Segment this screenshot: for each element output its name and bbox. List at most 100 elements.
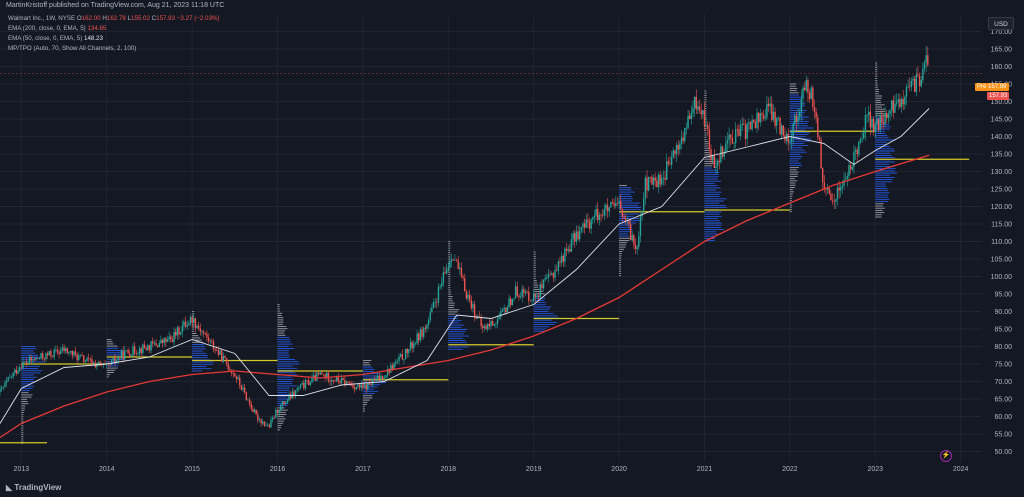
publisher-bar: MartinKristoff published on TradingView.… xyxy=(0,0,1024,12)
candle-body xyxy=(684,128,686,141)
candle-body xyxy=(99,361,101,364)
candle-body xyxy=(877,118,880,131)
symbol-name: Walmart Inc., 1W, NYSE xyxy=(8,15,76,22)
candle-body xyxy=(331,380,333,382)
candle-body xyxy=(721,146,724,157)
candle-body xyxy=(193,318,195,323)
candle-body xyxy=(243,387,246,393)
time-tick-label: 2016 xyxy=(270,466,286,473)
ema50-path xyxy=(0,108,930,424)
candle-body xyxy=(889,110,891,114)
candle-body xyxy=(199,328,202,332)
candle-body xyxy=(266,424,269,426)
candle-body xyxy=(669,163,671,165)
time-tick-label: 2015 xyxy=(184,466,200,473)
candle-body xyxy=(835,199,837,202)
candle-body xyxy=(707,125,709,130)
candle-body xyxy=(197,325,200,329)
currency-button[interactable]: USD xyxy=(988,17,1014,30)
tradingview-logo[interactable]: ◣ TradingView xyxy=(6,483,61,492)
candle-body xyxy=(339,381,341,384)
candle-body xyxy=(560,255,563,263)
candle-body xyxy=(769,103,771,107)
candle-body xyxy=(329,381,331,382)
candle-body xyxy=(175,332,177,336)
candle-body xyxy=(910,80,913,88)
candle-body xyxy=(702,110,704,115)
candle-body xyxy=(744,124,747,139)
candle-body xyxy=(178,327,180,335)
candle-body xyxy=(762,114,765,119)
candle-body xyxy=(592,217,594,220)
price-tick-label: 70.00 xyxy=(994,379,1012,386)
candle-body xyxy=(551,273,553,275)
candle-body xyxy=(373,378,376,381)
candle-body xyxy=(245,392,248,401)
legend-symbol-row[interactable]: Walmart Inc., 1W, NYSE O162.00 H162.78 L… xyxy=(8,14,219,24)
candle-body xyxy=(716,160,719,167)
candle-body xyxy=(138,348,141,354)
candle-body xyxy=(810,87,812,99)
ohlc-low-label: L xyxy=(127,15,131,22)
legend-tpo-row[interactable]: MP/TPO (Auto, 70, Show All Channels, 2, … xyxy=(8,44,219,54)
candle-body xyxy=(882,122,885,124)
candle-body xyxy=(753,119,755,122)
lightning-icon[interactable]: ⚡ xyxy=(940,450,952,462)
candle-body xyxy=(547,274,550,278)
candle-body xyxy=(519,296,522,298)
time-tick-label: 2018 xyxy=(441,466,457,473)
price-tick-label: 105.00 xyxy=(991,257,1013,264)
candle-body xyxy=(321,372,323,375)
candle-body xyxy=(892,100,895,113)
candle-body xyxy=(682,137,684,141)
candle-body xyxy=(403,359,405,360)
candle-body xyxy=(711,155,714,160)
candle-body xyxy=(510,298,512,306)
candle-body xyxy=(388,368,390,373)
candle-body xyxy=(368,382,371,385)
candle-body xyxy=(756,112,758,128)
candle-body xyxy=(89,358,92,360)
candle-body xyxy=(370,384,372,386)
candle-body xyxy=(189,317,192,324)
candle-body xyxy=(15,369,18,374)
candle-body xyxy=(695,96,697,110)
candle-body xyxy=(907,86,909,88)
candle-body xyxy=(444,272,446,274)
candle-body xyxy=(651,177,653,185)
price-tick-label: 85.00 xyxy=(994,327,1012,334)
candle-body xyxy=(46,353,49,356)
candle-body xyxy=(263,421,266,426)
candle-body xyxy=(472,304,474,309)
chart-legend: Walmart Inc., 1W, NYSE O162.00 H162.78 L… xyxy=(8,14,219,54)
candle-body xyxy=(679,143,681,150)
candle-body xyxy=(467,294,469,299)
candle-body xyxy=(61,347,64,351)
candle-body xyxy=(897,99,899,102)
candle-body xyxy=(385,375,387,378)
candle-body xyxy=(51,356,54,358)
candle-body xyxy=(513,298,515,299)
candle-body xyxy=(585,219,587,228)
candle-body xyxy=(55,349,57,351)
candle-body xyxy=(518,295,520,298)
candle-body xyxy=(43,358,46,360)
candle-body xyxy=(273,417,275,419)
time-tick-label: 2021 xyxy=(697,466,713,473)
candle-body xyxy=(209,340,211,342)
candle-body xyxy=(457,260,459,269)
candle-body xyxy=(730,134,732,138)
candle-body xyxy=(808,92,811,99)
legend-ema200-row[interactable]: EMA (200, close, 0, EMA, 5) 134.65 xyxy=(8,24,219,34)
candle-body xyxy=(867,111,870,115)
candle-body xyxy=(129,353,131,357)
candle-body xyxy=(252,409,254,412)
candle-body xyxy=(817,117,819,138)
candle-body xyxy=(176,327,179,336)
legend-ema50-row[interactable]: EMA (50, close, 0, EMA, 5) 148.23 xyxy=(8,34,219,44)
ema50-line xyxy=(0,108,930,424)
candle-body xyxy=(749,122,752,130)
candle-body xyxy=(700,110,702,115)
candle-body xyxy=(275,409,277,418)
